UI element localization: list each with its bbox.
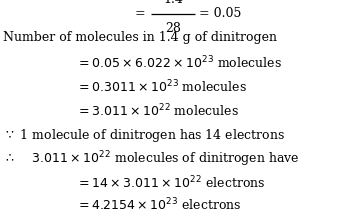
Text: = 0.05: = 0.05 xyxy=(199,7,241,20)
Text: $= 4.2154 \times 10^{23}$ electrons: $= 4.2154 \times 10^{23}$ electrons xyxy=(76,196,242,210)
Text: Number of molecules in 1.4 g of dinitrogen: Number of molecules in 1.4 g of dinitrog… xyxy=(3,31,277,44)
Text: $\because$ 1 molecule of dinitrogen has 14 electrons: $\because$ 1 molecule of dinitrogen has … xyxy=(3,127,285,144)
Text: $\therefore$    $3.011 \times 10^{22}$ molecules of dinitrogen have: $\therefore$ $3.011 \times 10^{22}$ mole… xyxy=(3,150,300,169)
Text: $= 14 \times 3.011 \times 10^{22}$ electrons: $= 14 \times 3.011 \times 10^{22}$ elect… xyxy=(76,175,265,192)
Text: $= 0.3011 \times 10^{23}$ molecules: $= 0.3011 \times 10^{23}$ molecules xyxy=(76,79,247,96)
Text: 28: 28 xyxy=(165,22,181,35)
Text: 1.4: 1.4 xyxy=(163,0,183,6)
Text: =: = xyxy=(135,7,145,20)
Text: $= 3.011 \times 10^{22}$ molecules: $= 3.011 \times 10^{22}$ molecules xyxy=(76,103,239,120)
Text: $= 0.05 \times 6.022 \times 10^{23}$ molecules: $= 0.05 \times 6.022 \times 10^{23}$ mol… xyxy=(76,55,282,71)
